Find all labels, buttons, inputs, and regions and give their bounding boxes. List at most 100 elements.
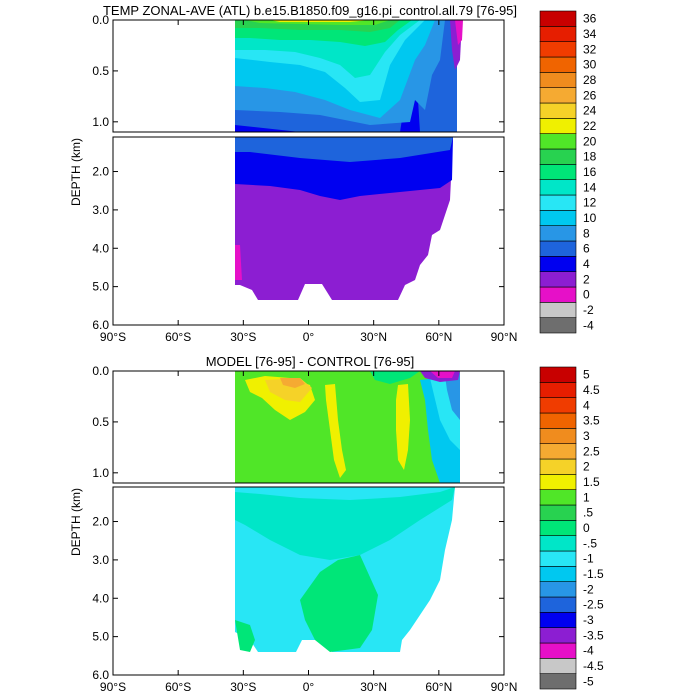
colorbar-label: 12 bbox=[583, 196, 597, 210]
colorbar-swatch bbox=[539, 673, 577, 690]
colorbar-label: -3.5 bbox=[583, 628, 604, 642]
x-tick-label: 0° bbox=[303, 330, 315, 344]
colorbar-label: 16 bbox=[583, 165, 597, 179]
diff-layer-0 bbox=[370, 371, 420, 384]
colorbar-swatch bbox=[539, 397, 577, 414]
colorbar-swatch bbox=[539, 210, 577, 226]
diff-upper-field bbox=[235, 371, 460, 483]
y-tick-label: 2.0 bbox=[92, 515, 109, 529]
diff-warm-tongue-2 bbox=[396, 384, 410, 470]
colorbar-swatch bbox=[539, 148, 577, 165]
y-tick-label: 3.0 bbox=[92, 553, 109, 567]
diff-warm-tongue-1 bbox=[325, 384, 346, 478]
colorbar-label: 4 bbox=[583, 257, 590, 271]
colorbar-label: -2 bbox=[583, 303, 594, 317]
diff-warm-surface-3 bbox=[280, 378, 305, 388]
colorbar-swatch bbox=[539, 366, 577, 383]
diff-deep-warm-2 bbox=[235, 620, 255, 652]
y-tick-label: 5.0 bbox=[92, 630, 109, 644]
colorbar-label: 14 bbox=[583, 180, 597, 194]
colorbar-label: -2 bbox=[583, 582, 594, 596]
x-tick-label: 60°N bbox=[425, 330, 452, 344]
x-tick-label: 0° bbox=[303, 680, 315, 694]
temp-upper-field bbox=[235, 20, 463, 132]
colorbar-swatch bbox=[539, 302, 577, 318]
colorbar-swatch bbox=[539, 474, 577, 490]
colorbar-label: 18 bbox=[583, 150, 597, 164]
diff-layer-0-deep bbox=[235, 487, 455, 560]
y-tick-label: 0.5 bbox=[92, 64, 109, 78]
x-tick-label: 60°S bbox=[165, 680, 191, 694]
y-tick-label: 3.0 bbox=[92, 203, 109, 217]
colorbar-swatch bbox=[539, 164, 577, 180]
y-tick-label: 6.0 bbox=[92, 668, 109, 682]
colorbar-label: 10 bbox=[583, 211, 597, 225]
colorbar-swatch bbox=[539, 382, 577, 398]
colorbar-swatch bbox=[539, 102, 577, 119]
colorbar-swatch bbox=[539, 286, 577, 303]
diff-deep-warm bbox=[300, 555, 378, 652]
colorbar-label: 22 bbox=[583, 119, 597, 133]
colorbar-swatch bbox=[539, 642, 577, 659]
colorbar-swatch bbox=[539, 179, 577, 196]
colorbar-label: -1.5 bbox=[583, 567, 604, 581]
colorbar-label: 34 bbox=[583, 27, 597, 41]
diff-layer-minus05-upper bbox=[235, 487, 455, 500]
colorbar-label: -4.5 bbox=[583, 659, 604, 673]
colorbar-label: 8 bbox=[583, 226, 590, 240]
temp-layer-2-deep bbox=[235, 245, 242, 280]
y-tick-label: 0.0 bbox=[92, 13, 109, 27]
x-tick-label: 60°S bbox=[165, 330, 191, 344]
x-tick-label: 90°N bbox=[491, 330, 518, 344]
colorbar-label: 1.5 bbox=[583, 475, 600, 489]
x-tick-label: 90°N bbox=[491, 680, 518, 694]
colorbar-swatch bbox=[539, 550, 577, 567]
colorbar-swatch bbox=[539, 627, 577, 644]
colorbar-swatch bbox=[539, 612, 577, 628]
diff-ylabel: DEPTH (km) bbox=[69, 488, 83, 556]
colorbar-label: -.5 bbox=[583, 536, 597, 550]
diff-colorbar: -5-4.5-4 -3.5-3-2.5 -2-1.5-1 -.50.5 11.52 2.5… bbox=[539, 366, 604, 690]
x-tick-label: 30°S bbox=[230, 680, 256, 694]
diff-panel: MODEL [76-95] - CONTROL [76-95] DEPTH (k… bbox=[69, 354, 604, 694]
y-tick-label: 1.0 bbox=[92, 115, 109, 129]
diff-axes: 0.0 0.5 1.0 2.0 3.0 4.0 5.0 6.090°S 60°S 30°S 0° 30… bbox=[92, 364, 517, 694]
colorbar-label: 0 bbox=[583, 288, 590, 302]
colorbar-swatch bbox=[539, 133, 577, 150]
colorbar-swatch bbox=[539, 271, 577, 288]
colorbar-swatch bbox=[539, 26, 577, 42]
x-tick-label: 90°S bbox=[100, 680, 126, 694]
colorbar-swatch bbox=[539, 240, 577, 257]
colorbar-swatch bbox=[539, 256, 577, 272]
temp-title: TEMP ZONAL-AVE (ATL) b.e15.B1850.f09_g16… bbox=[103, 3, 517, 18]
y-tick-label: 0.0 bbox=[92, 364, 109, 378]
colorbar-label: 30 bbox=[583, 58, 597, 72]
colorbar-swatch bbox=[539, 443, 577, 460]
x-tick-label: 30°S bbox=[230, 330, 256, 344]
colorbar-label: .5 bbox=[583, 506, 593, 520]
colorbar-label: 2.5 bbox=[583, 444, 600, 458]
colorbar-label: 3.5 bbox=[583, 414, 600, 428]
temp-layer-2-arctic bbox=[455, 20, 463, 45]
colorbar-swatch bbox=[539, 118, 577, 134]
colorbar-swatch bbox=[539, 72, 577, 88]
x-tick-label: 30°N bbox=[360, 680, 387, 694]
colorbar-swatch bbox=[539, 412, 577, 429]
colorbar-swatch bbox=[539, 10, 577, 27]
colorbar-label: 1 bbox=[583, 490, 590, 504]
colorbar-swatch bbox=[539, 596, 577, 613]
colorbar-swatch bbox=[539, 41, 577, 58]
colorbar-swatch bbox=[539, 581, 577, 598]
colorbar-swatch bbox=[539, 317, 577, 334]
colorbar-swatch bbox=[539, 428, 577, 444]
y-tick-label: 6.0 bbox=[92, 318, 109, 332]
colorbar-swatch bbox=[539, 194, 577, 211]
colorbar-swatch bbox=[539, 225, 577, 242]
colorbar-label: -4 bbox=[583, 644, 594, 658]
colorbar-label: 4 bbox=[583, 398, 590, 412]
x-tick-label: 60°N bbox=[425, 680, 452, 694]
colorbar-label: -1 bbox=[583, 552, 594, 566]
colorbar-label: 6 bbox=[583, 242, 590, 256]
x-tick-label: 30°N bbox=[360, 330, 387, 344]
